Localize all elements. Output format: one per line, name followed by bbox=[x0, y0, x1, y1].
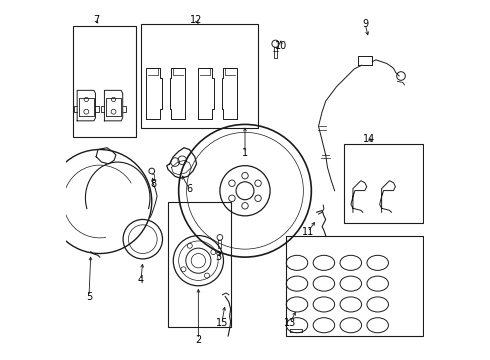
Circle shape bbox=[255, 180, 261, 186]
Text: 8: 8 bbox=[150, 179, 157, 189]
Bar bbox=[343, 144, 422, 223]
Text: 12: 12 bbox=[191, 15, 203, 26]
Text: 7: 7 bbox=[93, 15, 99, 26]
Text: 15: 15 bbox=[216, 319, 228, 328]
Text: 3: 3 bbox=[215, 252, 221, 262]
Bar bbox=[286, 235, 422, 336]
Text: 11: 11 bbox=[302, 227, 314, 237]
Bar bbox=[73, 26, 136, 137]
Circle shape bbox=[242, 203, 248, 209]
Text: 5: 5 bbox=[86, 292, 92, 302]
Text: 13: 13 bbox=[284, 319, 296, 328]
Text: 9: 9 bbox=[362, 19, 368, 29]
Text: 14: 14 bbox=[363, 134, 375, 144]
Text: 2: 2 bbox=[195, 334, 201, 345]
Text: 6: 6 bbox=[186, 184, 193, 194]
Text: 1: 1 bbox=[242, 148, 248, 158]
Circle shape bbox=[255, 195, 261, 202]
Circle shape bbox=[242, 172, 248, 179]
Bar bbox=[168, 202, 231, 327]
Circle shape bbox=[229, 195, 235, 202]
Text: 4: 4 bbox=[138, 275, 144, 285]
Bar bbox=[141, 24, 258, 128]
Circle shape bbox=[229, 180, 235, 186]
Text: 10: 10 bbox=[275, 41, 287, 50]
